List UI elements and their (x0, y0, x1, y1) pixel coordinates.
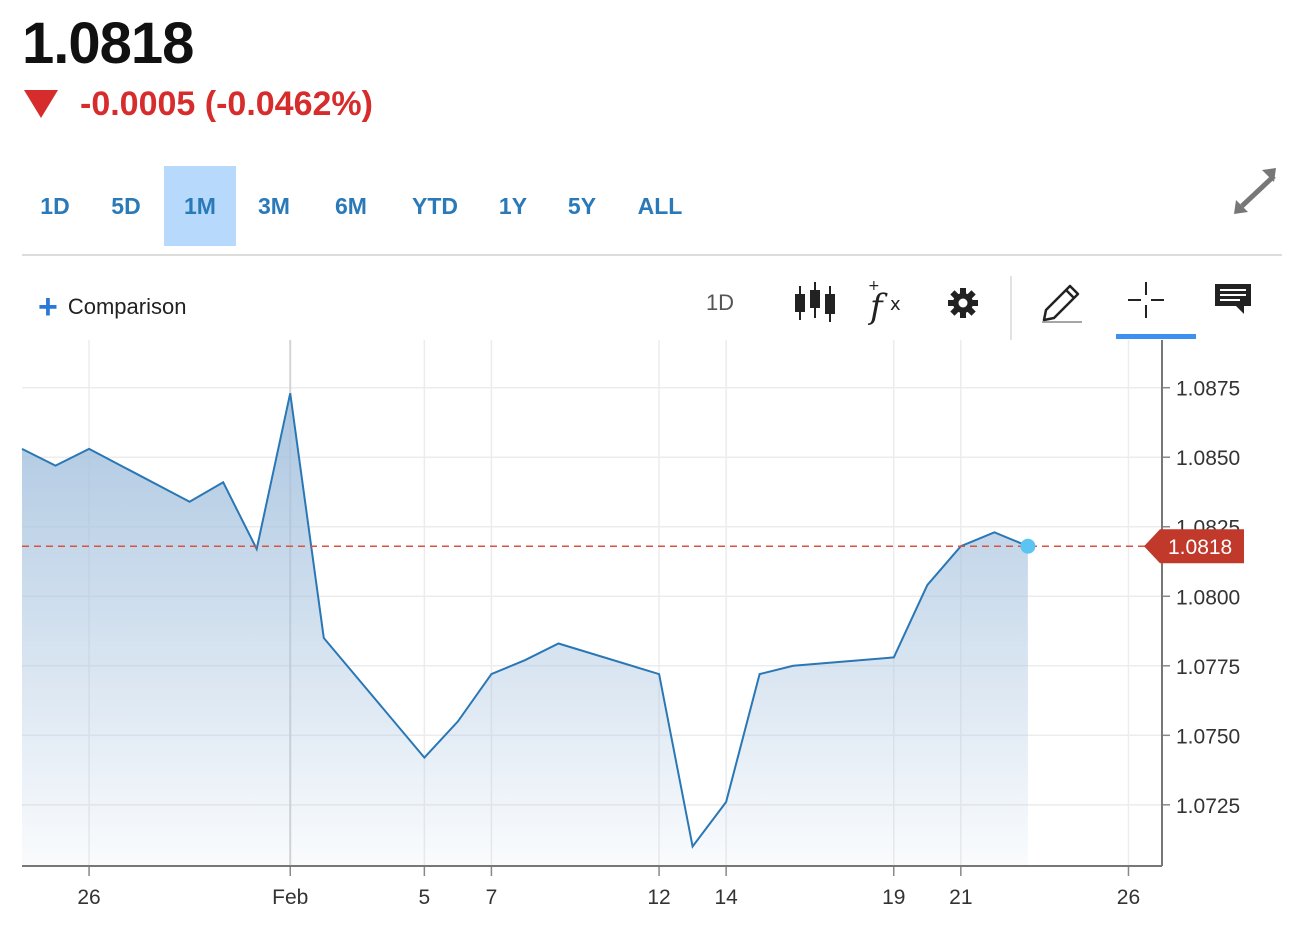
tab-3m[interactable]: 3M (258, 192, 290, 219)
comparison-label: Comparison (67, 294, 187, 319)
gear-icon[interactable] (946, 286, 980, 320)
price-change: -0.0005 (-0.0462%) (24, 82, 373, 126)
comparison-button[interactable]: + Comparison (38, 288, 187, 326)
plus-icon: + (38, 288, 58, 326)
pencil-icon[interactable] (1038, 278, 1084, 324)
x-tick-label: 21 (949, 886, 972, 909)
down-arrow-icon (24, 90, 58, 118)
crosshair-icon[interactable] (1126, 280, 1166, 320)
tab-ytd[interactable]: YTD (412, 192, 458, 219)
toolbar-divider (22, 254, 1282, 256)
x-tick-label: 7 (486, 886, 498, 909)
x-tick-label: 26 (1117, 886, 1140, 909)
x-tick-label: 14 (714, 886, 738, 909)
tab-5y[interactable]: 5Y (567, 192, 597, 219)
change-text: -0.0005 (-0.0462%) (80, 84, 373, 123)
x-tick-label: 12 (647, 886, 670, 909)
toolbar-separator (1010, 276, 1012, 340)
svg-text:f: f (867, 287, 888, 326)
chart-marks: 1.0818 (22, 529, 1244, 564)
interval-button[interactable]: 1D (705, 290, 735, 315)
tab-all[interactable]: ALL (637, 192, 683, 219)
y-tick-label: 1.0725 (1176, 795, 1240, 818)
tab-6m[interactable]: 6M (335, 192, 367, 219)
x-tick-label: 19 (882, 886, 905, 909)
y-tick-label: 1.0875 (1176, 378, 1240, 401)
x-tick-label: 26 (77, 886, 100, 909)
price-chart[interactable]: 1.07251.07501.07751.08001.08251.08501.08… (0, 340, 1294, 938)
comment-icon[interactable] (1214, 282, 1252, 316)
svg-text:+: + (868, 280, 880, 294)
tab-1m[interactable]: 1M (164, 166, 236, 246)
candlestick-icon[interactable] (792, 282, 838, 324)
last-price: 1.0818 (22, 11, 194, 76)
y-tick-label: 1.0750 (1176, 725, 1240, 748)
price-area (22, 393, 1028, 866)
x-tick-label: Feb (272, 886, 308, 909)
y-tick-label: 1.0800 (1176, 586, 1240, 609)
last-point-marker (1020, 538, 1036, 554)
tab-5d[interactable]: 5D (111, 192, 141, 219)
y-tick-label: 1.0775 (1176, 656, 1240, 679)
expand-icon[interactable] (1232, 166, 1284, 216)
price-badge-label: 1.0818 (1168, 536, 1232, 559)
svg-text:x: x (890, 294, 901, 315)
function-icon[interactable]: + f x (864, 280, 910, 326)
active-tool-indicator (1116, 334, 1196, 339)
price-badge (1144, 529, 1244, 564)
x-tick-label: 5 (419, 886, 431, 909)
tab-1d[interactable]: 1D (40, 192, 70, 219)
price-line (21, 393, 1029, 849)
y-tick-label: 1.0850 (1176, 447, 1240, 470)
range-tabs: 1D 5D 1M 3M 6M YTD 1Y 5Y ALL (22, 166, 702, 246)
tab-1y[interactable]: 1Y (498, 192, 528, 219)
